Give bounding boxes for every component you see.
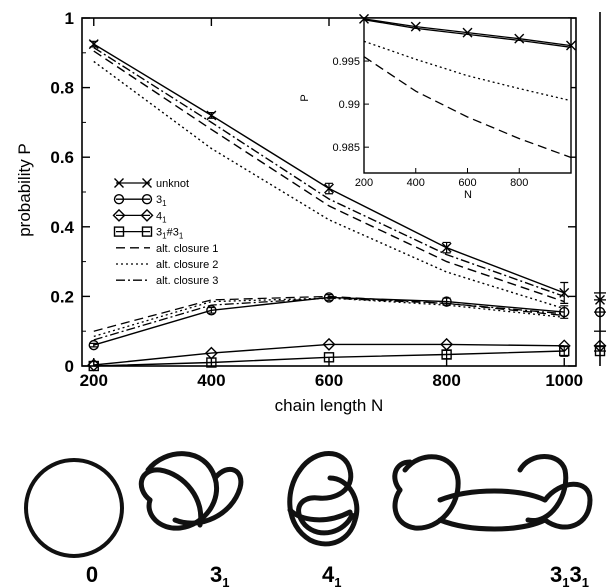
- knot-label-unknot: 0: [86, 562, 98, 587]
- y-tick-label: 1: [65, 9, 74, 28]
- legend-marker-d: [140, 208, 154, 222]
- inset-y-tick-label: 0.99: [339, 99, 360, 111]
- side-marker-d: [593, 339, 607, 353]
- legend-marker-d: [112, 208, 126, 222]
- legend-marker-o: [113, 193, 125, 205]
- x-tick-label: 200: [80, 371, 108, 390]
- series-line-2: [93, 343, 565, 366]
- knot-label-figure-eight: 41: [322, 562, 341, 587]
- error-bar: [442, 297, 451, 306]
- inset-series-line-1: [363, 19, 572, 48]
- x-axis-label: chain length N: [275, 396, 384, 415]
- y-tick-label: 0.8: [50, 79, 74, 98]
- marker-o: [88, 339, 99, 351]
- inset-series-line-3: [363, 56, 572, 159]
- legend-marker-s: [141, 226, 153, 237]
- inset-series-line-2: [363, 40, 572, 102]
- inset-y-label: P: [299, 94, 311, 101]
- inset-marker-x: [359, 13, 369, 24]
- x-tick-label: 1000: [545, 371, 583, 390]
- marker-o: [206, 305, 217, 316]
- marker-s: [206, 357, 217, 368]
- inset-marker-x: [514, 33, 525, 44]
- inset-y-tick-label: 0.985: [332, 142, 360, 154]
- error-bar: [442, 349, 451, 360]
- side-marker-s: [594, 345, 606, 357]
- inset-series-group: [359, 13, 576, 159]
- legend-label-3: 31#31: [156, 227, 184, 241]
- legend-label-2: 41: [156, 210, 167, 224]
- error-bar: [442, 241, 451, 254]
- marker-s: [88, 360, 99, 372]
- knot-label-trefoil: 31: [210, 562, 229, 587]
- inset-x-tick-label: 600: [458, 177, 476, 189]
- marker-o: [441, 296, 452, 307]
- trefoil-alt-closure-2: [93, 297, 565, 338]
- series-line-3: [93, 350, 565, 367]
- marker-s: [323, 352, 335, 363]
- legend: unknot 31 41 31#31 alt. closure 1 alt. closur…: [112, 178, 218, 287]
- knot-figure-eight-drawing: [287, 451, 360, 547]
- error-bar: [207, 306, 216, 314]
- x-tick-label: 800: [432, 371, 460, 390]
- y-tick-label: 0: [65, 357, 74, 376]
- x-tick-label: 400: [197, 371, 225, 390]
- legend-marker-x: [142, 178, 152, 188]
- knot-trefoil-drawing: [138, 451, 244, 531]
- side-marker-x: [595, 294, 605, 305]
- knot-composite-drawing: [392, 454, 593, 532]
- marker-d: [322, 337, 336, 351]
- inset-marker-x: [462, 27, 473, 38]
- inset-x-tick-label: 200: [355, 177, 373, 189]
- error-bar: [560, 281, 569, 304]
- legend-marker-x: [114, 178, 124, 188]
- side-error-strip: [593, 12, 607, 366]
- error-bar: [89, 342, 98, 348]
- legend-label-1: 31: [156, 194, 167, 208]
- y-axis-label: probability P: [15, 143, 34, 237]
- legend-label-5: alt. closure 2: [156, 259, 218, 271]
- series-line-6: [93, 47, 565, 298]
- main-markers-group: [87, 39, 571, 372]
- y-tick-label: 0.2: [50, 287, 74, 306]
- knot-unknot-drawing: [24, 458, 124, 558]
- inset-y-tick-label: 0.995: [332, 56, 360, 68]
- error-bar: [325, 294, 333, 301]
- error-bar: [89, 40, 98, 48]
- legend-label-6: alt. closure 3: [156, 275, 218, 287]
- inset-marker-x: [566, 40, 576, 51]
- error-bar: [207, 112, 216, 119]
- inset-ticks: 200 400 600 800 0.985 0.99 0.995: [332, 56, 528, 189]
- series-line-4: [93, 50, 565, 303]
- marker-o: [323, 292, 335, 303]
- main-ticks: 200 400 600 800 1000 0 0.2 0.4 0.6 0.8 1: [50, 9, 583, 390]
- legend-label-0: unknot: [156, 178, 189, 190]
- inset-x-tick-label: 800: [510, 177, 528, 189]
- x-tick-label: 600: [315, 371, 343, 390]
- error-bar: [560, 345, 569, 357]
- knot-label-composite: 3131: [550, 562, 589, 587]
- inset-x-tick-label: 400: [407, 177, 425, 189]
- error-bar: [325, 182, 333, 195]
- error-bar: [560, 305, 569, 319]
- legend-marker-s: [113, 226, 125, 237]
- side-marker-o: [594, 306, 606, 318]
- inset-x-label: N: [464, 189, 472, 201]
- y-tick-label: 0.6: [50, 148, 74, 167]
- inset-marker-x: [410, 21, 421, 32]
- y-tick-label: 0.4: [50, 218, 74, 237]
- legend-marker-o: [141, 193, 153, 205]
- legend-label-4: alt. closure 1: [156, 243, 218, 255]
- inset-frame: [363, 17, 572, 174]
- trefoil-alt-closure-3: [93, 297, 565, 341]
